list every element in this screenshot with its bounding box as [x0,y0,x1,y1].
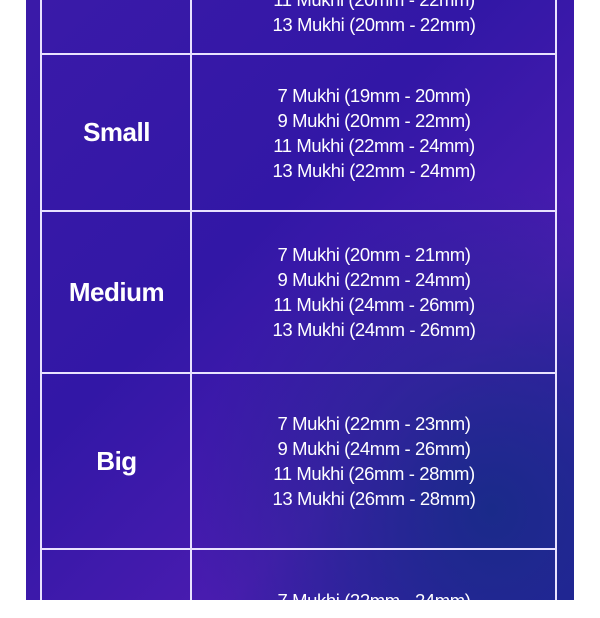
row-label-medium: Medium [68,276,165,307]
size-line: 9 Mukhi (20mm - 22mm) [277,109,471,131]
table-row-sizes: 7 Mukhi (22mm - 23mm) 9 Mukhi (24mm - 26… [193,374,555,548]
size-line: 7 Mukhi (19mm - 20mm) [277,84,471,106]
size-line: 11 Mukhi (26mm - 28mm) [273,463,475,484]
size-line: 7 Mukhi (22mm - 23mm) [277,413,471,434]
table-border-right [555,0,557,600]
size-line: 9 Mukhi (22mm - 24mm) [277,269,471,290]
row-divider [40,548,557,550]
table-row-sizes: 11 Mukhi (20mm - 22mm) 13 Mukhi (20mm - … [193,0,555,37]
size-line: 7 Mukhi (20mm - 21mm) [277,244,471,265]
size-line: 7 Mukhi (22mm - 24mm) [277,590,471,611]
size-line: 11 Mukhi (24mm - 26mm) [273,294,475,315]
table-row-sizes: 7 Mukhi (19mm - 20mm) 9 Mukhi (20mm - 22… [193,55,555,210]
table-row-sizes: 7 Mukhi (22mm - 24mm) [193,588,555,618]
table-column-divider [190,0,192,600]
table-border-left [40,0,42,600]
size-line: 13 Mukhi (26mm - 28mm) [272,488,476,509]
size-line: 11 Mukhi (20mm - 22mm) [273,0,475,12]
row-label-big: Big [96,445,137,476]
row-divider [40,53,557,55]
row-divider [40,210,557,212]
table-row-sizes: 7 Mukhi (20mm - 21mm) 9 Mukhi (22mm - 24… [193,212,555,372]
row-label-small: Small [83,117,150,147]
size-line: 11 Mukhi (22mm - 24mm) [273,134,475,156]
size-line: 13 Mukhi (22mm - 24mm) [272,159,476,181]
size-line: 13 Mukhi (20mm - 22mm) [272,14,476,35]
size-chart-panel [26,0,574,600]
row-divider [40,372,557,374]
size-line: 9 Mukhi (24mm - 26mm) [277,438,471,459]
size-line: 13 Mukhi (24mm - 26mm) [272,319,476,340]
